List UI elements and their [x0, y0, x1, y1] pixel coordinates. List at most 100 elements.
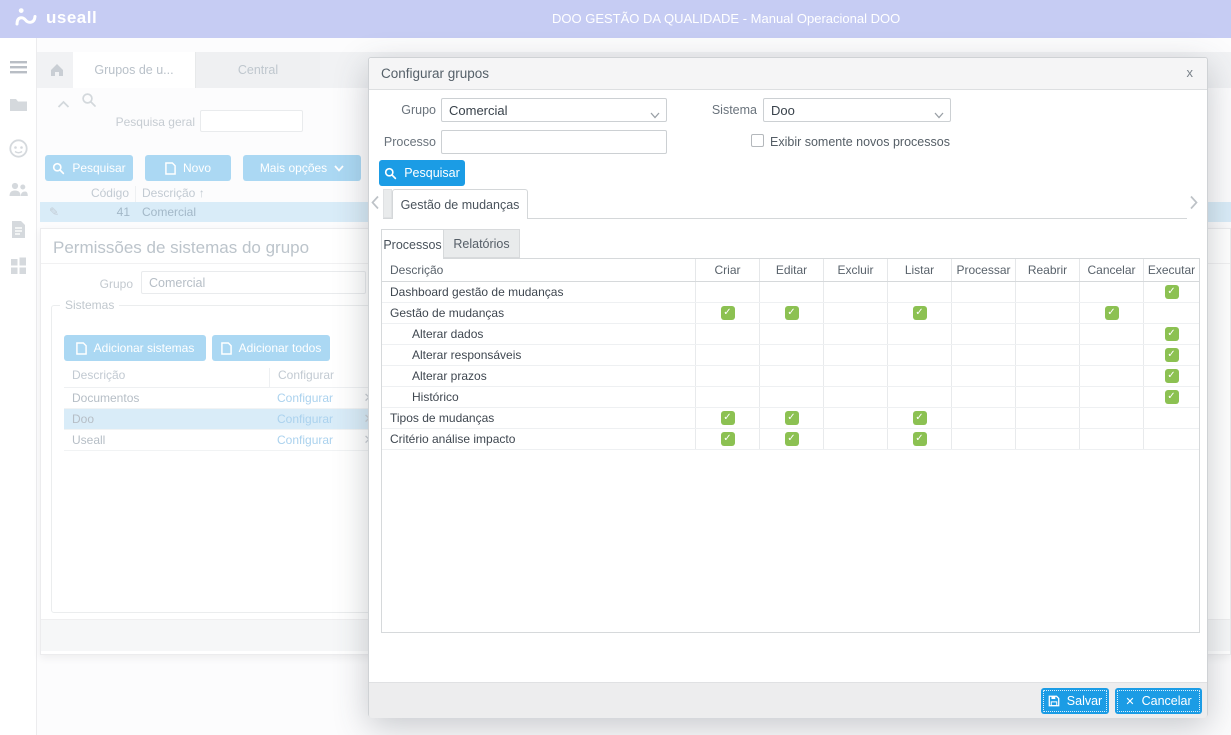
- sistema-select[interactable]: Doo: [763, 98, 951, 122]
- grid-column-header[interactable]: Cancelar: [1079, 259, 1143, 281]
- permission-cell[interactable]: [695, 282, 759, 302]
- scroll-tabs-right-icon[interactable]: [1189, 195, 1198, 215]
- permission-cell[interactable]: [887, 345, 951, 365]
- permission-cell[interactable]: [951, 408, 1015, 428]
- checked-checkbox-icon[interactable]: ✓: [785, 432, 799, 446]
- grid-column-header[interactable]: Executar: [1143, 259, 1199, 281]
- adicionar-sistemas-button[interactable]: Adicionar sistemas: [64, 335, 206, 361]
- permission-cell[interactable]: ✓: [759, 408, 823, 428]
- permission-cell[interactable]: [887, 282, 951, 302]
- permission-row[interactable]: Alterar prazos✓: [382, 366, 1199, 387]
- users-icon[interactable]: [8, 179, 29, 200]
- pesquisa-geral-input[interactable]: [200, 110, 303, 132]
- collapse-panel-icon[interactable]: [57, 96, 70, 114]
- configurar-link[interactable]: Configurar: [269, 412, 356, 426]
- permission-cell[interactable]: ✓: [759, 429, 823, 449]
- permission-cell[interactable]: ✓: [887, 408, 951, 428]
- checked-checkbox-icon[interactable]: ✓: [721, 306, 735, 320]
- permission-cell[interactable]: [951, 387, 1015, 407]
- subtab-processos[interactable]: Processos: [381, 229, 444, 259]
- permission-cell[interactable]: ✓: [1143, 345, 1199, 365]
- permission-cell[interactable]: [887, 324, 951, 344]
- permission-cell[interactable]: [759, 345, 823, 365]
- permission-cell[interactable]: [695, 387, 759, 407]
- permission-cell[interactable]: ✓: [1143, 282, 1199, 302]
- permission-row[interactable]: Alterar responsáveis✓: [382, 345, 1199, 366]
- permission-cell[interactable]: [1015, 366, 1079, 386]
- grid-column-header[interactable]: Editar: [759, 259, 823, 281]
- document-icon[interactable]: [8, 219, 29, 240]
- home-tab[interactable]: [40, 52, 73, 88]
- tab-gestao-de-mudancas[interactable]: Gestão de mudanças: [392, 189, 528, 219]
- col-codigo[interactable]: Código: [68, 186, 136, 202]
- permission-cell[interactable]: [1015, 387, 1079, 407]
- permission-cell[interactable]: ✓: [1079, 303, 1143, 323]
- checked-checkbox-icon[interactable]: ✓: [913, 432, 927, 446]
- permission-cell[interactable]: [1079, 408, 1143, 428]
- permission-cell[interactable]: [1079, 366, 1143, 386]
- permission-cell[interactable]: [1079, 429, 1143, 449]
- menu-icon[interactable]: [8, 57, 29, 78]
- checked-checkbox-icon[interactable]: ✓: [1165, 348, 1179, 362]
- apps-grid-icon[interactable]: [8, 255, 29, 276]
- dialog-header[interactable]: Configurar grupos x: [369, 58, 1207, 90]
- permission-row[interactable]: Critério análise impacto✓✓✓: [382, 429, 1199, 450]
- permission-cell[interactable]: ✓: [695, 303, 759, 323]
- grid-column-header[interactable]: Descrição: [382, 259, 695, 281]
- system-row[interactable]: DocumentosConfigurar✕: [64, 388, 382, 409]
- permission-cell[interactable]: [823, 366, 887, 386]
- permission-cell[interactable]: ✓: [695, 408, 759, 428]
- col-descricao[interactable]: Descrição: [64, 368, 269, 387]
- permission-cell[interactable]: [823, 429, 887, 449]
- permission-cell[interactable]: [759, 387, 823, 407]
- permission-cell[interactable]: [951, 429, 1015, 449]
- bg-novo-button[interactable]: Novo: [145, 155, 231, 181]
- permission-cell[interactable]: [759, 324, 823, 344]
- grid-column-header[interactable]: Listar: [887, 259, 951, 281]
- permission-cell[interactable]: [759, 366, 823, 386]
- permission-cell[interactable]: [951, 324, 1015, 344]
- permission-cell[interactable]: [823, 408, 887, 428]
- system-row[interactable]: UseallConfigurar✕: [64, 430, 382, 451]
- modal-cancelar-button[interactable]: ✕ Cancelar: [1115, 688, 1202, 714]
- checked-checkbox-icon[interactable]: ✓: [785, 306, 799, 320]
- permission-cell[interactable]: [951, 345, 1015, 365]
- close-icon[interactable]: x: [1187, 65, 1194, 80]
- profile-icon[interactable]: [8, 138, 29, 159]
- permission-row[interactable]: Alterar dados✓: [382, 324, 1199, 345]
- permission-row[interactable]: Dashboard gestão de mudanças✓: [382, 282, 1199, 303]
- permission-cell[interactable]: [1015, 282, 1079, 302]
- permission-cell[interactable]: [951, 282, 1015, 302]
- permission-cell[interactable]: ✓: [695, 429, 759, 449]
- permission-cell[interactable]: [887, 366, 951, 386]
- checked-checkbox-icon[interactable]: ✓: [913, 306, 927, 320]
- checked-checkbox-icon[interactable]: ✓: [1165, 390, 1179, 404]
- modal-pesquisar-button[interactable]: Pesquisar: [379, 160, 465, 186]
- permission-cell[interactable]: ✓: [1143, 366, 1199, 386]
- adicionar-todos-button[interactable]: Adicionar todos: [212, 335, 330, 361]
- scroll-tabs-left-icon[interactable]: [371, 195, 380, 215]
- search-filter-icon[interactable]: [81, 92, 97, 113]
- permission-cell[interactable]: [1015, 324, 1079, 344]
- permission-cell[interactable]: ✓: [887, 303, 951, 323]
- permission-cell[interactable]: [1143, 429, 1199, 449]
- permission-cell[interactable]: [695, 324, 759, 344]
- permission-cell[interactable]: [695, 366, 759, 386]
- checked-checkbox-icon[interactable]: ✓: [785, 411, 799, 425]
- grid-column-header[interactable]: Processar: [951, 259, 1015, 281]
- grid-column-header[interactable]: Excluir: [823, 259, 887, 281]
- permission-cell[interactable]: ✓: [1143, 324, 1199, 344]
- grupo-select[interactable]: Comercial: [441, 98, 667, 122]
- permission-cell[interactable]: [823, 387, 887, 407]
- permission-cell[interactable]: [1015, 429, 1079, 449]
- grid-column-header[interactable]: Reabrir: [1015, 259, 1079, 281]
- col-configurar[interactable]: Configurar: [269, 368, 356, 387]
- checked-checkbox-icon[interactable]: ✓: [1165, 369, 1179, 383]
- permission-cell[interactable]: [1079, 387, 1143, 407]
- permission-cell[interactable]: [1079, 282, 1143, 302]
- permission-cell[interactable]: [951, 366, 1015, 386]
- exibir-novos-checkbox[interactable]: [751, 134, 764, 147]
- system-row[interactable]: DooConfigurar✕: [64, 409, 382, 430]
- tab-grupos-de-usuarios[interactable]: Grupos de u...: [73, 52, 195, 88]
- configurar-link[interactable]: Configurar: [269, 433, 356, 447]
